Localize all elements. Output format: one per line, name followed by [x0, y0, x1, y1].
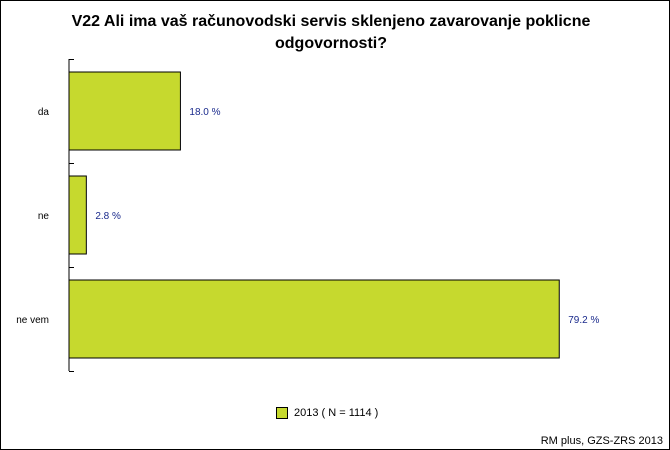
source-credit: RM plus, GZS-ZRS 2013 [540, 435, 663, 447]
bar [68, 279, 560, 359]
category-label: ne vem [16, 315, 49, 326]
bar [68, 175, 87, 255]
chart-title: V22 Ali ima vaš računovodski servis skle… [71, 13, 591, 52]
bars [68, 71, 560, 359]
category-label: da [38, 107, 50, 118]
category-label: ne [38, 211, 50, 222]
value-label: 79.2 % [568, 315, 599, 326]
value-label: 2.8 % [95, 211, 121, 222]
labels: da 18.0 % ne 2.8 % ne vem 79.2 % [16, 107, 599, 326]
legend-label: 2013 ( N = 1114 ) [294, 407, 379, 419]
bar [68, 71, 181, 151]
legend: 2013 ( N = 1114 ) [276, 405, 378, 421]
value-label: 18.0 % [189, 107, 220, 118]
legend-swatch [276, 407, 288, 419]
